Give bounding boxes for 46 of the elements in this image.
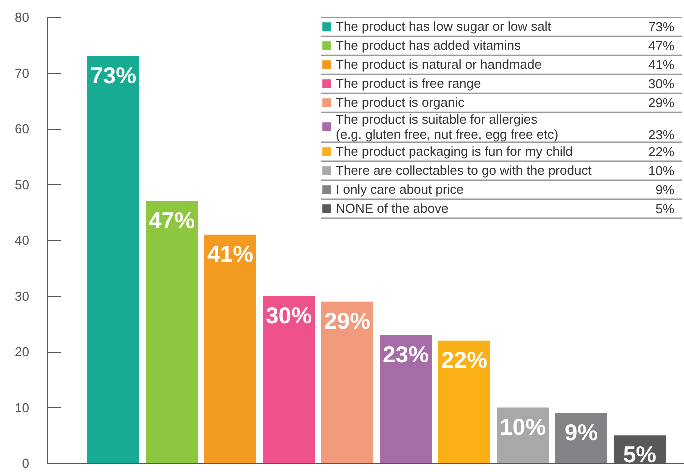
text: 73% bbox=[648, 20, 675, 34]
text: 29% bbox=[648, 96, 675, 110]
bar bbox=[204, 234, 256, 464]
legend-label: The product is natural or handmade bbox=[336, 56, 542, 74]
legend-label: The product has added vitamins bbox=[336, 36, 521, 55]
legend-label: There are collectables to go with the product bbox=[336, 162, 592, 180]
text: 47% bbox=[648, 38, 675, 54]
text: 5% bbox=[656, 201, 675, 216]
data-label: 47% bbox=[148, 207, 196, 234]
data-label: 23% bbox=[382, 341, 430, 368]
text: 30% bbox=[648, 76, 675, 92]
data-label: 29% bbox=[324, 308, 371, 334]
text: 22% bbox=[648, 144, 675, 160]
data-label: 30% bbox=[266, 302, 312, 328]
y-tick-label: 50 bbox=[15, 177, 30, 192]
legend-label: The product is suitable for allergies (e.g. gluten free, nut free, egg free etc) bbox=[336, 112, 559, 142]
legend-label: I only care about price bbox=[336, 180, 464, 199]
bar bbox=[322, 302, 374, 464]
y-tick-label: 40 bbox=[15, 233, 30, 248]
data-label: 10% bbox=[500, 414, 546, 440]
text: 10% bbox=[648, 163, 675, 178]
data-label: 73% bbox=[90, 62, 137, 89]
y-tick-label: 10 bbox=[15, 400, 30, 416]
text: 23% bbox=[648, 127, 675, 142]
text: 9% bbox=[656, 182, 675, 198]
legend-label: NONE of the above bbox=[336, 200, 449, 218]
bar bbox=[438, 340, 490, 464]
data-label: 41% bbox=[207, 240, 254, 267]
y-tick-label: 0 bbox=[22, 456, 30, 471]
legend-label: The product packaging is fun for my child bbox=[336, 142, 574, 161]
data-label: 9% bbox=[564, 419, 598, 446]
data-label: 22% bbox=[441, 346, 488, 373]
data-label: 5% bbox=[623, 442, 657, 468]
legend-label: The product is free range bbox=[336, 74, 482, 93]
legend-label: The product has low sugar or low salt bbox=[336, 18, 552, 36]
legend-label: The product is organic bbox=[336, 94, 465, 112]
y-tick-label: 30 bbox=[15, 288, 30, 304]
y-tick-label: 70 bbox=[15, 66, 30, 81]
bar bbox=[146, 201, 198, 464]
y-tick-label: 60 bbox=[15, 122, 30, 136]
bar bbox=[380, 335, 432, 464]
y-tick-label: 20 bbox=[15, 344, 30, 360]
y-tick-label: 80 bbox=[15, 10, 30, 25]
bar bbox=[88, 56, 140, 464]
text: 41% bbox=[648, 58, 675, 72]
bar bbox=[263, 296, 315, 464]
